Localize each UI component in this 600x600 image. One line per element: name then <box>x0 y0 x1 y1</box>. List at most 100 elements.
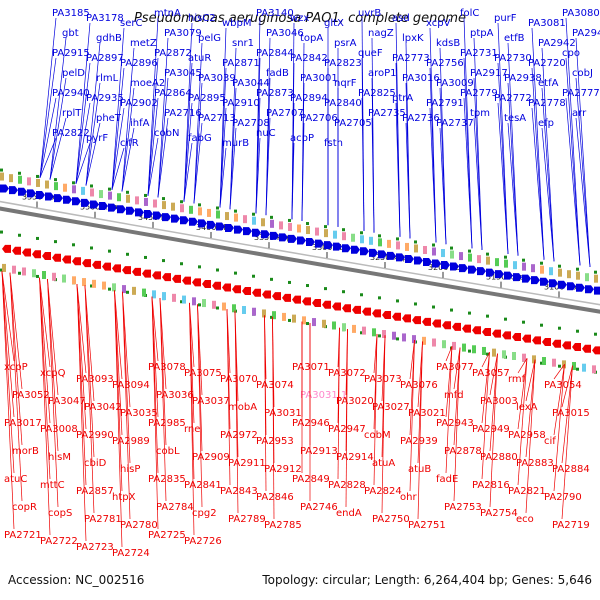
forward-gene-label-metz: metZ <box>130 38 157 49</box>
forward-gene-label-pa2871: PA2871 <box>222 58 260 69</box>
forward-label-leader <box>49 37 67 180</box>
forward-label-leader <box>219 147 227 208</box>
reverse-gene-label-pa2878: PA2878 <box>444 446 482 457</box>
forward-gene-label-wbpm: wbpM <box>222 18 252 29</box>
guide-dot <box>432 243 435 247</box>
reverse-gene-label-htpx: htpX <box>112 492 136 503</box>
gene-class-swatch <box>222 302 226 311</box>
reverse-gene-arrow <box>532 336 541 345</box>
gene-class-swatch <box>292 314 296 323</box>
forward-gene-arrow <box>9 186 18 195</box>
gene-class-swatch <box>572 362 576 371</box>
reverse-label-leader <box>445 346 453 362</box>
gene-class-swatch <box>144 197 148 206</box>
gene-class-swatch <box>402 333 406 342</box>
forward-gene-label-purf: purF <box>494 13 517 24</box>
reverse-gene-labels: xcpPxcpQPA3093PA3094PA3078PA3075PA3070PA… <box>1 271 590 559</box>
guide-dot <box>306 322 309 326</box>
reverse-label-leader <box>409 340 415 492</box>
forward-gene-arrow <box>189 217 198 226</box>
forward-gene-arrow <box>216 222 225 231</box>
reverse-gene-label-pa3052: PA3052 <box>12 390 50 401</box>
forward-gene-label-pa2894: PA2894 <box>290 93 328 104</box>
guide-dot <box>360 231 363 235</box>
reverse-gene-label-pa2753: PA2753 <box>444 502 482 513</box>
guide-dot <box>18 171 21 175</box>
gene-class-swatch <box>102 281 106 290</box>
guide-dot <box>126 290 129 294</box>
gene-class-swatch <box>423 245 427 254</box>
gene-class-swatch <box>152 290 156 299</box>
reverse-gene-arrow <box>122 266 131 275</box>
forward-label-leader <box>111 67 125 190</box>
reverse-gene-label-pa2989: PA2989 <box>112 436 150 447</box>
gene-class-swatch <box>482 346 486 355</box>
gene-class-swatch <box>81 186 85 195</box>
forward-gene-label-pa2823: PA2823 <box>324 58 362 69</box>
reverse-label-leader <box>409 340 415 380</box>
reverse-label-leader <box>47 279 59 396</box>
reverse-gene-label-pa3003: PA3003 <box>480 396 518 407</box>
forward-gene-arrow <box>432 259 441 268</box>
gene-class-swatch <box>72 185 76 194</box>
forward-gene-arrow <box>405 254 414 263</box>
guide-dot <box>324 287 327 291</box>
forward-label-leader <box>39 17 57 178</box>
forward-gene-arrow <box>108 203 117 212</box>
reverse-gene-label-pa2911: PA2911 <box>228 458 266 469</box>
guide-dot <box>306 222 309 226</box>
forward-gene-label-pa2779: PA2779 <box>460 88 498 99</box>
forward-label-leader <box>301 122 305 222</box>
forward-label-leader <box>473 77 483 250</box>
reverse-gene-arrow <box>52 253 61 262</box>
forward-gene-label-pa2791: PA2791 <box>426 98 464 109</box>
reverse-gene-label-pa3094: PA3094 <box>112 380 150 391</box>
forward-gene-label-pa3016: PA3016 <box>402 73 440 84</box>
reverse-gene-label-pa2781: PA2781 <box>84 514 122 525</box>
gene-class-swatch <box>522 262 526 271</box>
gene-class-swatch <box>92 279 96 288</box>
gene-class-swatch <box>180 204 184 213</box>
reverse-gene-label-pa2726: PA2726 <box>184 536 222 547</box>
guide-dot <box>144 255 147 259</box>
gene-class-swatch <box>405 242 409 251</box>
map-title: Pseudomonas aeruginosa PAO1, complete ge… <box>134 11 466 26</box>
forward-label-leader <box>111 147 125 190</box>
forward-label-leader <box>111 107 125 190</box>
forward-gene-label-pa2917: PA2917 <box>470 68 508 79</box>
guide-dot <box>54 240 57 244</box>
forward-label-leader <box>507 82 519 256</box>
gene-class-swatch <box>592 365 596 374</box>
forward-gene-label-pa2772: PA2772 <box>494 93 532 104</box>
gene-class-swatch <box>252 216 256 225</box>
guide-dot <box>36 274 39 278</box>
reverse-gene-label-pa2990: PA2990 <box>76 430 114 441</box>
forward-gene-label-moea2: moeA2 <box>130 78 165 89</box>
reverse-label-leader <box>84 285 95 514</box>
guide-dot <box>36 236 39 240</box>
guide-dot <box>396 337 399 341</box>
reverse-label-leader <box>76 283 87 542</box>
gene-class-swatch <box>135 196 139 205</box>
reverse-gene-label-fade: fadE <box>436 474 458 485</box>
forward-label-leader <box>193 122 203 204</box>
gene-class-swatch <box>540 265 544 274</box>
forward-gene-arrow <box>63 195 72 204</box>
forward-label-leader <box>147 57 159 196</box>
reverse-gene-label-pa2841: PA2841 <box>184 480 222 491</box>
reverse-gene-arrow <box>292 295 301 304</box>
gene-class-swatch <box>112 283 116 292</box>
forward-gene-arrow <box>351 245 360 254</box>
forward-label-leader <box>75 142 91 184</box>
forward-gene-arrow <box>531 276 540 285</box>
reverse-gene-label-pa2985: PA2985 <box>148 418 186 429</box>
guide-dot <box>180 200 183 204</box>
reverse-gene-label-pa3008: PA3008 <box>40 424 78 435</box>
forward-label-leader <box>85 42 101 186</box>
gene-class-swatch <box>452 341 456 350</box>
reverse-gene-label-pa2784: PA2784 <box>156 502 194 513</box>
reverse-gene-label-pa2821: PA2821 <box>508 486 546 497</box>
forward-label-leader <box>565 97 581 266</box>
reverse-gene-arrow <box>452 322 461 331</box>
